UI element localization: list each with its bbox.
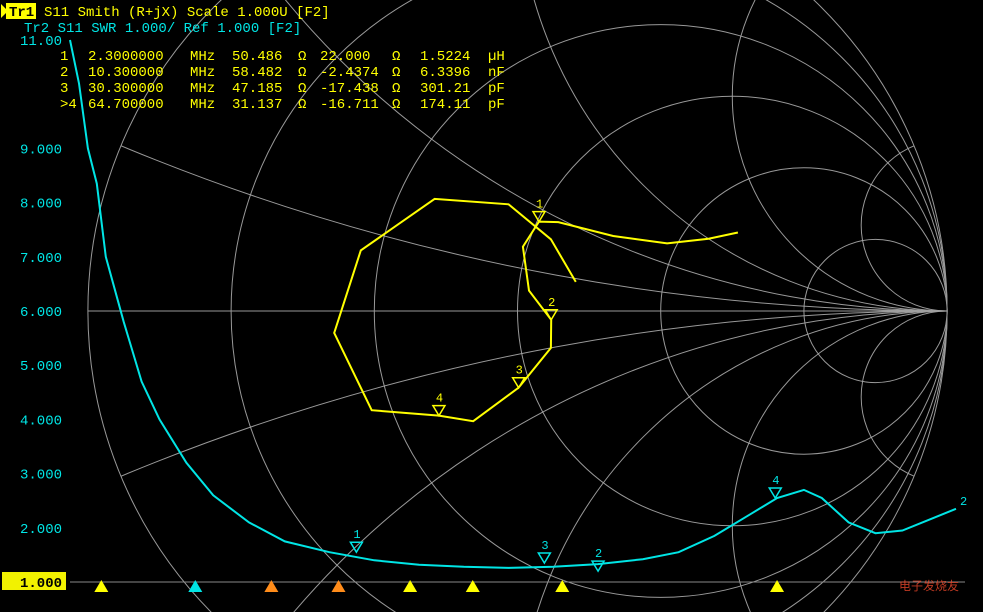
svg-text:S11 Smith (R+jX) Scale 1.000U: S11 Smith (R+jX) Scale 1.000U [F2] [44,5,330,21]
svg-text:2: 2 [960,495,967,509]
svg-text:1.5224: 1.5224 [420,49,470,65]
svg-text:50.486: 50.486 [232,49,282,65]
svg-text:3: 3 [516,364,523,378]
svg-text:Ω: Ω [392,49,400,65]
svg-text:31.137: 31.137 [232,97,282,113]
svg-text:3: 3 [60,81,68,97]
svg-text:174.11: 174.11 [420,97,470,113]
svg-text:Ω: Ω [392,81,400,97]
svg-text:3.000: 3.000 [20,468,62,484]
svg-text:Ω: Ω [298,97,306,113]
svg-text:pF: pF [488,81,505,97]
svg-text:pF: pF [488,97,505,113]
svg-text:Ω: Ω [298,49,306,65]
svg-text:30.300000: 30.300000 [88,81,164,97]
svg-text:1: 1 [353,528,360,542]
svg-text:5.000: 5.000 [20,359,62,375]
svg-text:58.482: 58.482 [232,65,282,81]
svg-text:7.000: 7.000 [20,251,62,267]
svg-text:Ω: Ω [392,97,400,113]
svg-text:Ω: Ω [392,65,400,81]
svg-text:6.3396: 6.3396 [420,65,470,81]
svg-text:MHz: MHz [190,49,215,65]
svg-text:-2.4374: -2.4374 [320,65,379,81]
svg-text:2: 2 [595,547,602,561]
svg-text:>4: >4 [60,97,77,113]
svg-text:1.000: 1.000 [20,576,62,592]
svg-text:Ω: Ω [298,81,306,97]
svg-text:8.000: 8.000 [20,197,62,213]
svg-text:1: 1 [60,49,68,65]
svg-text:MHz: MHz [190,81,215,97]
svg-text:301.21: 301.21 [420,81,470,97]
svg-text:2.000: 2.000 [20,522,62,538]
svg-text:-17.438: -17.438 [320,81,379,97]
svg-text:Tr1: Tr1 [9,5,34,21]
svg-text:2: 2 [60,65,68,81]
watermark: 电子发烧友 [899,577,959,594]
svg-text:4.000: 4.000 [20,413,62,429]
svg-text:Ω: Ω [298,65,306,81]
svg-text:2: 2 [548,296,555,310]
svg-text:64.700000: 64.700000 [88,97,164,113]
svg-text:MHz: MHz [190,65,215,81]
svg-text:1: 1 [536,198,543,212]
svg-text:MHz: MHz [190,97,215,113]
svg-text:47.185: 47.185 [232,81,282,97]
svg-text:Tr2 S11 SWR 1.000/ Ref 1.000 [: Tr2 S11 SWR 1.000/ Ref 1.000 [F2] [24,21,301,37]
svg-text:9.000: 9.000 [20,142,62,158]
svg-text:10.300000: 10.300000 [88,65,164,81]
svg-text:22.000: 22.000 [320,49,370,65]
svg-text:4: 4 [772,474,779,488]
svg-text:3: 3 [541,539,548,553]
svg-text:4: 4 [436,392,443,406]
svg-text:6.000: 6.000 [20,305,62,321]
svg-text:-16.711: -16.711 [320,97,379,113]
svg-text:µH: µH [488,49,505,65]
vna-chart: 123411.009.0008.0007.0006.0005.0004.0003… [0,0,983,612]
svg-text:nF: nF [488,65,505,81]
svg-text:2.3000000: 2.3000000 [88,49,164,65]
